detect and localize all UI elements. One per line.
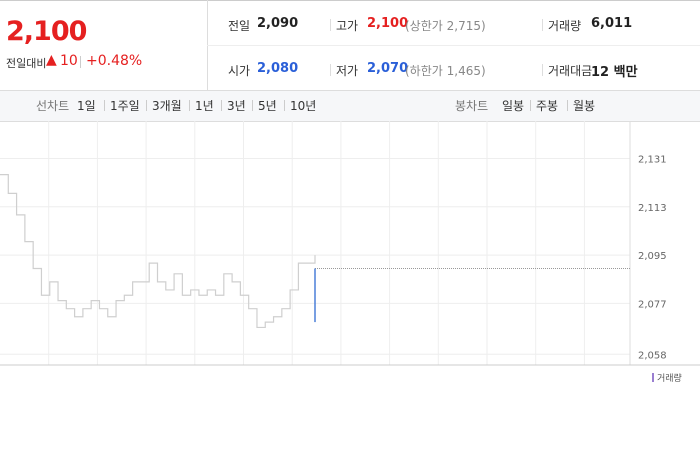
tab[interactable]: 1년 — [195, 99, 214, 113]
sep — [530, 100, 531, 111]
sep — [330, 19, 331, 31]
stat-value: 12 백만 — [591, 65, 638, 80]
y-tick-label: 2,077 — [638, 299, 667, 310]
stat-label: 저가 — [336, 64, 359, 78]
tab[interactable]: 10년 — [290, 99, 317, 113]
y-tick-label: 2,095 — [638, 251, 667, 262]
line — [0, 174, 316, 329]
stat-value: 2,100 — [367, 16, 409, 31]
tab[interactable]: 일봉 — [502, 99, 525, 113]
change: 10 — [60, 53, 78, 69]
stat-label: 시가 — [228, 64, 251, 78]
change-label: 전일대비 — [6, 57, 47, 70]
tab[interactable]: 월봉 — [573, 99, 596, 113]
sep — [189, 100, 190, 111]
tab[interactable]: 주봉 — [536, 99, 559, 113]
price: 2,100 — [6, 16, 87, 47]
divider — [207, 45, 700, 46]
sep — [542, 64, 543, 76]
sep — [542, 19, 543, 31]
sep — [284, 100, 285, 111]
y-tick-label: 2,058 — [638, 350, 667, 361]
sep — [80, 56, 81, 68]
legend-swatch — [652, 373, 654, 382]
stat-limit: (하한가 1,465) — [405, 64, 486, 78]
change-pct: +0.48% — [86, 53, 143, 69]
stat-value: 2,090 — [257, 16, 299, 31]
tab-bar — [0, 90, 700, 122]
tab[interactable]: 5년 — [258, 99, 277, 113]
sep — [252, 100, 253, 111]
stat-value: 2,080 — [257, 61, 299, 76]
sep — [221, 100, 222, 111]
sep — [146, 100, 147, 111]
stat-label: 거래대금 — [548, 64, 593, 78]
stat-label: 전일 — [228, 19, 251, 33]
up-icon: ▲ — [46, 52, 57, 68]
tab-label: 선차트 — [36, 99, 70, 113]
sep — [330, 64, 331, 76]
stat-label: 고가 — [336, 19, 359, 33]
tab[interactable]: 3개월 — [152, 99, 182, 113]
sep — [567, 100, 568, 111]
legend-label: 거래량 — [657, 372, 682, 384]
stat-limit: (상한가 2,715) — [405, 19, 486, 33]
tab[interactable]: 1주일 — [110, 99, 140, 113]
stat-value: 6,011 — [591, 16, 633, 31]
sep — [104, 100, 105, 111]
tab[interactable]: 1일 — [77, 99, 96, 113]
y-tick-label: 2,131 — [638, 155, 667, 166]
top-border — [0, 0, 700, 1]
tab[interactable]: 3년 — [227, 99, 246, 113]
y-tick-label: 2,113 — [638, 203, 667, 214]
stat-value: 2,070 — [367, 61, 409, 76]
stat-label: 거래량 — [548, 19, 582, 33]
tab-label: 봉차트 — [455, 99, 489, 113]
